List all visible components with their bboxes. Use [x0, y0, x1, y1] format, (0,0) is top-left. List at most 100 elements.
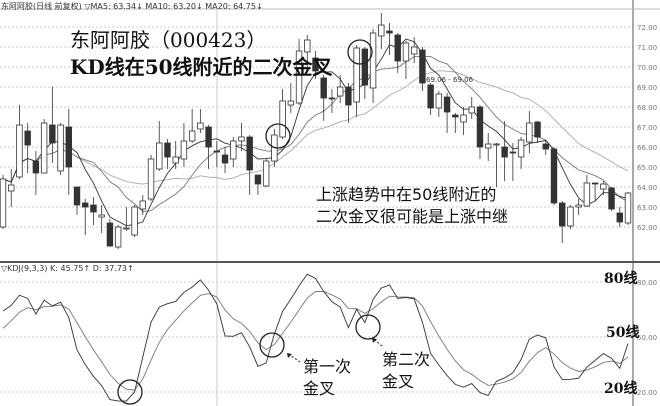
candle-up — [583, 182, 591, 207]
candle-down — [24, 130, 31, 146]
candle-down — [394, 34, 401, 62]
note-line-2: 二次金叉很可能是上涨中继 — [316, 207, 509, 226]
price-legend: 东阿阿胶(日线 前复权) ▽MA5: 63.34↓ MA10: 63.20↓ M… — [1, 2, 263, 11]
y-tick-label: 67.00 — [637, 124, 657, 132]
second-cross-circle — [355, 314, 381, 340]
candle-up — [600, 183, 607, 190]
y-tick-label: 66.00 — [637, 144, 657, 152]
candle-down — [534, 121, 541, 138]
candle-up — [156, 142, 163, 170]
candle-up — [402, 42, 410, 62]
kdj-y-tick-label: 80.00 — [637, 279, 657, 287]
candle-up — [336, 86, 344, 97]
candle-down — [213, 150, 221, 153]
price-marker: 69.06 - 69.06 — [426, 76, 474, 84]
chart-subtitle: KD线在50线附近的二次金叉 — [70, 55, 333, 79]
level-80-label: 80线 — [604, 271, 638, 287]
y-tick-label: 63.00 — [637, 204, 657, 212]
kdj-y-tick-label: 50.00 — [637, 334, 657, 342]
candle-down — [452, 114, 459, 118]
y-tick-label: 72.00 — [637, 24, 657, 32]
candle-down — [608, 187, 615, 210]
first-cross-label-1: 第一次 — [303, 357, 352, 376]
candle-up — [123, 227, 130, 230]
candle-up — [295, 50, 303, 104]
candle-up — [197, 122, 204, 130]
candle-up — [139, 200, 147, 210]
candle-down — [328, 97, 336, 100]
y-tick-label: 65.00 — [637, 164, 657, 172]
chart-title: 东阿阿胶（000423） — [70, 28, 267, 52]
second-cross-label-1: 第二次 — [382, 350, 431, 369]
candle-down — [106, 222, 114, 247]
candle-up — [624, 192, 632, 224]
candle-down — [49, 124, 56, 144]
ma20-line — [2, 70, 629, 185]
candle-down — [73, 186, 81, 206]
candle-up — [353, 47, 360, 103]
price-cross-circle — [265, 123, 291, 149]
candle-down — [65, 126, 72, 168]
candle-up — [460, 114, 467, 123]
note-line-1: 上涨趋势中在50线附近的 — [316, 185, 497, 204]
candle-up — [378, 24, 385, 37]
y-tick-label: 70.00 — [637, 64, 657, 72]
candle-up — [575, 204, 582, 208]
candle-up — [410, 46, 418, 55]
candle-down — [254, 174, 262, 185]
candle-up — [180, 140, 188, 160]
y-tick-label: 64.00 — [637, 184, 657, 192]
arrow-head-icon — [372, 338, 377, 343]
candle-down — [345, 86, 352, 106]
kdj-d-line — [2, 291, 629, 391]
candle-down — [591, 182, 599, 185]
y-tick-label: 68.00 — [637, 104, 657, 112]
candle-up — [114, 226, 122, 248]
kdj-cross-circle — [117, 379, 143, 405]
price-cross-circle — [347, 39, 373, 65]
candle-up — [8, 184, 15, 192]
candle-down — [205, 126, 212, 148]
ma10-line — [2, 55, 629, 212]
candle-up — [188, 130, 196, 142]
y-tick-label: 69.00 — [637, 84, 657, 92]
kdj-k-line — [2, 273, 629, 402]
candle-down — [550, 148, 558, 204]
candle-down — [90, 204, 97, 213]
candle-up — [279, 100, 286, 138]
candle-down — [476, 106, 484, 148]
candle-down — [501, 146, 508, 158]
first-cross-label-2: 金叉 — [303, 379, 336, 398]
candle-down — [246, 136, 253, 171]
level-50-label: 50线 — [606, 325, 640, 341]
second-cross-label-2: 金叉 — [382, 372, 415, 391]
y-tick-label: 71.00 — [637, 44, 657, 52]
candle-down — [82, 202, 89, 208]
candle-down — [32, 160, 40, 174]
candle-down — [427, 84, 434, 109]
candle-up — [40, 122, 48, 174]
candle-up — [369, 32, 377, 89]
candle-down — [361, 48, 369, 86]
candle-up — [468, 106, 475, 114]
first-cross-circle — [259, 332, 285, 358]
candle-up — [57, 124, 64, 172]
candle-up — [484, 143, 492, 149]
candle-up — [0, 178, 7, 228]
candle-up — [16, 124, 23, 178]
candle-up — [230, 140, 237, 160]
candle-down — [320, 77, 327, 99]
candle-up — [517, 139, 525, 158]
candle-down — [221, 154, 229, 164]
candle-down — [386, 30, 393, 34]
candle-down — [509, 151, 517, 154]
candle-down — [443, 96, 451, 113]
candle-up — [262, 160, 270, 187]
candle-up — [304, 39, 311, 53]
level-20-label: 20线 — [604, 381, 638, 397]
candle-up — [493, 143, 500, 146]
candle-up — [147, 158, 155, 200]
candle-down — [312, 57, 319, 72]
candle-down — [419, 49, 426, 84]
